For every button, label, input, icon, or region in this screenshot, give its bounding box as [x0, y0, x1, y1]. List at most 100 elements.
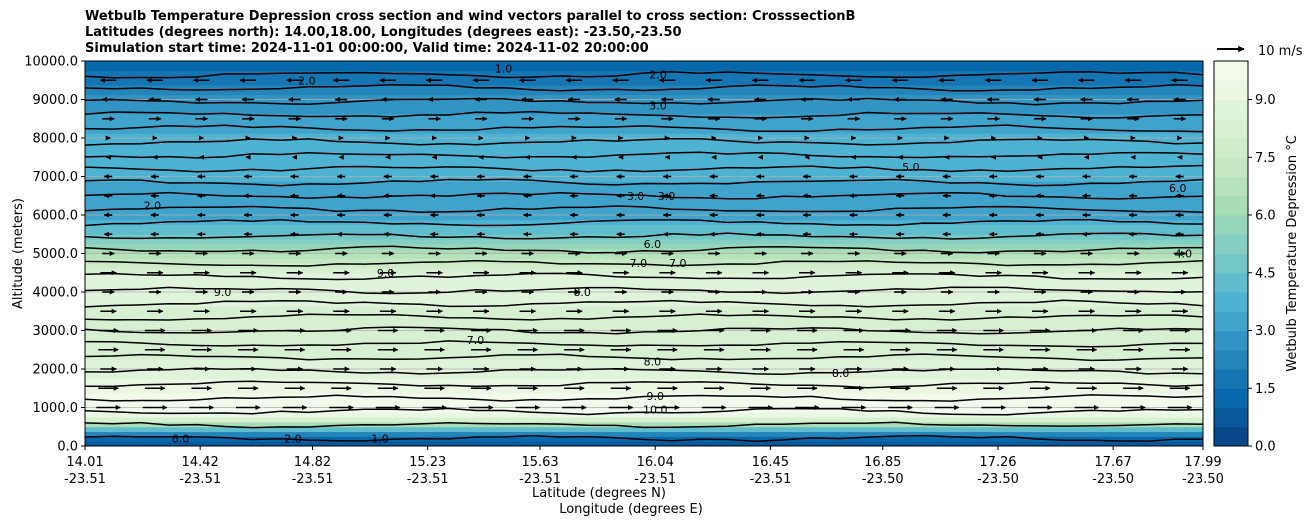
colorbar-frame [1213, 60, 1249, 447]
field-band [85, 204, 1203, 211]
contour-label: 6.0 [644, 238, 662, 251]
contour-label: 8.0 [832, 367, 850, 380]
x-tick-label-lat: 17.26 [979, 455, 1016, 470]
quiver-key: 10 m/s [1217, 44, 1303, 59]
x-tick-label-lon: -23.51 [64, 472, 106, 487]
colorbar-band [1214, 61, 1248, 81]
field-band [85, 305, 1203, 312]
colorbar-band [1214, 292, 1248, 312]
x-tick-label-lat: 15.23 [409, 455, 446, 470]
field-band [85, 325, 1203, 331]
x-tick-label-lon: -23.51 [179, 472, 221, 487]
field-band [85, 118, 1203, 125]
y-tick-label: 5000.0 [33, 247, 79, 262]
contour-line [85, 326, 1203, 335]
contour-line [85, 434, 1203, 443]
field-band [85, 407, 1203, 413]
x-tick-label-lat: 16.85 [864, 455, 901, 470]
field-band [85, 310, 1203, 317]
colorbar-tick-label: 4.5 [1255, 266, 1276, 281]
contour-labels: 2.0 3.0 2.0 1.0 3.0 3.0 5.0 6.0 2.0 6.0 7.0 7.0 4.0 9… [144, 63, 1192, 446]
contour-label: 3.0 [627, 190, 645, 203]
contour-line [85, 340, 1203, 348]
x-tick-label-lon: -23.51 [749, 472, 791, 487]
x-tick-label-lat: 15.63 [521, 455, 558, 470]
colorbar-band [1214, 369, 1248, 389]
colorbar-band [1214, 253, 1248, 274]
field-band [85, 142, 1203, 149]
colorbar-label: Wetbulb Temperature Depression °C [1285, 135, 1300, 372]
colorbar-band [1214, 311, 1248, 331]
colorbar-band [1214, 407, 1248, 428]
field-band [85, 281, 1203, 288]
x-tick-label-lon: -23.51 [292, 472, 334, 487]
field-band [85, 334, 1203, 341]
field-band [85, 243, 1203, 250]
field-band [85, 103, 1203, 110]
colorbar-band [1214, 138, 1248, 158]
contour-label: 6.0 [172, 432, 190, 445]
wind-vectors [96, 77, 1193, 411]
chart-title-line-2: Latitudes (degrees north): 14.00,18.00, … [85, 25, 682, 40]
field-band [85, 132, 1203, 139]
field-band [85, 315, 1203, 322]
field-band [85, 262, 1203, 269]
contour-line [85, 205, 1203, 213]
y-tick-label: 6000.0 [33, 209, 79, 224]
contour-line [85, 259, 1203, 267]
contour-line [85, 299, 1203, 308]
contour-line [85, 164, 1203, 173]
y-tick-label: 7000.0 [33, 170, 79, 185]
y-tick-label: 8000.0 [33, 132, 79, 147]
x-tick-label-lon: -23.50 [977, 472, 1019, 487]
contour-line [85, 151, 1203, 159]
field-band [85, 166, 1203, 173]
field-band [85, 392, 1203, 399]
contour-line [85, 124, 1203, 133]
field-band [85, 257, 1203, 264]
colorbar-tick-label: 0.0 [1255, 440, 1276, 455]
chart-title-line-3: Simulation start time: 2024-11-01 00:00:… [85, 41, 649, 56]
field-band [85, 378, 1203, 384]
field-band [85, 277, 1203, 283]
x-tick-label-lon: -23.51 [407, 472, 449, 487]
field-band [85, 344, 1203, 351]
x-axis: 14.01 -23.51 14.42 -23.51 14.82 -23.51 15.23 -2… [64, 446, 1224, 487]
field-band [85, 272, 1203, 279]
contour-line [85, 380, 1203, 389]
field-band [85, 224, 1203, 230]
contour-label: 1.0 [495, 63, 513, 76]
colorbar-band [1214, 176, 1248, 197]
field-band [85, 190, 1203, 197]
colorbar-band [1214, 234, 1248, 254]
y-tick-label: 0.0 [57, 440, 78, 455]
x-tick-label-lon: -23.50 [1182, 472, 1224, 487]
field-band [85, 156, 1203, 163]
field-band [85, 296, 1203, 303]
field-band [85, 373, 1203, 380]
field-band [85, 363, 1203, 370]
field-band [85, 402, 1203, 408]
x-tick-label-lon: -23.51 [634, 472, 676, 487]
field-band [85, 147, 1203, 153]
colorbar-bands [1214, 61, 1248, 447]
field-band [85, 382, 1203, 389]
x-tick-label-lat: 16.04 [637, 455, 674, 470]
contour-label: 3.0 [649, 99, 667, 112]
colorbar-band [1214, 99, 1248, 120]
field-band [85, 161, 1203, 168]
colorbar-tick-label: 6.0 [1255, 209, 1276, 224]
contour-lines [85, 71, 1203, 443]
colorbar-band [1214, 272, 1248, 293]
contour-label: 2.0 [298, 74, 316, 87]
field-band [85, 84, 1203, 91]
contour-line [85, 245, 1203, 254]
contour-label: 5.0 [902, 161, 920, 174]
field-band [85, 416, 1203, 423]
field-band [85, 387, 1203, 394]
y-tick-label: 9000.0 [33, 93, 79, 108]
contour-line [85, 83, 1203, 92]
field-band [85, 291, 1203, 298]
contour-line [85, 286, 1203, 295]
field-band [85, 411, 1203, 418]
